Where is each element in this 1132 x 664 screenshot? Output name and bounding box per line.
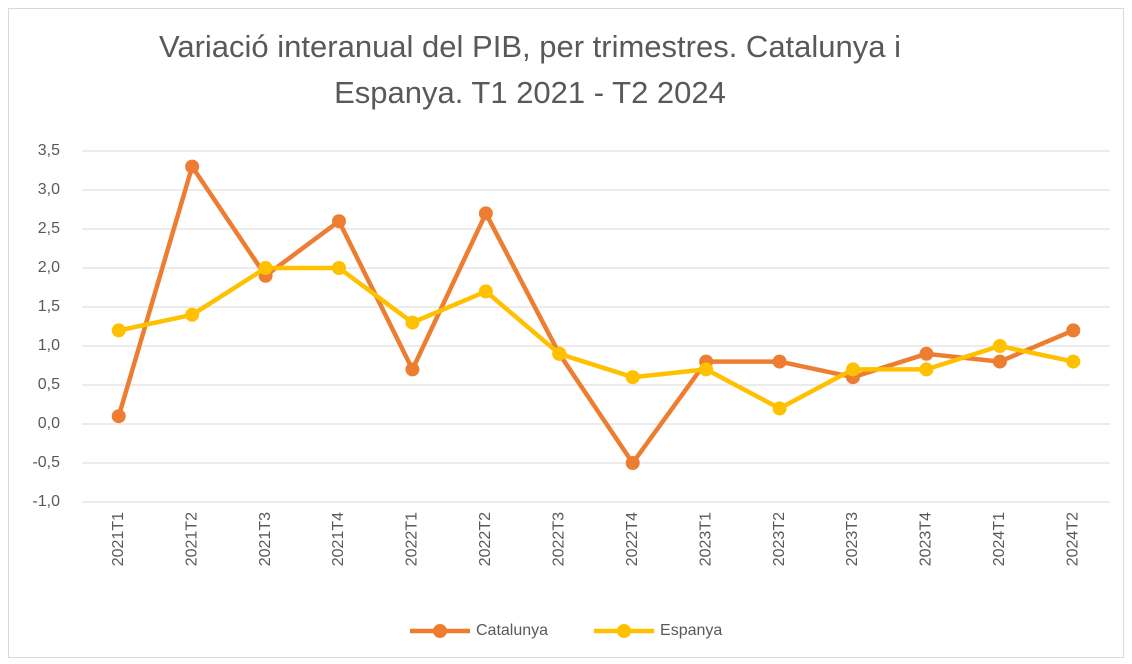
series-marker: [405, 315, 420, 330]
x-tick-label: 2023T4: [918, 512, 935, 566]
legend-label: Espanya: [660, 622, 722, 639]
series-line: [118, 265, 1074, 411]
series-marker: [1066, 323, 1081, 338]
series-marker: [478, 284, 493, 299]
series-marker: [992, 354, 1007, 369]
y-tick-label: 1,0: [38, 337, 60, 354]
y-tick-label: -1,0: [32, 493, 60, 510]
x-tick-label: 2022T3: [551, 512, 568, 566]
series-marker: [625, 456, 640, 470]
series-marker: [478, 206, 493, 221]
series-marker: [185, 307, 200, 322]
legend-label: Catalunya: [476, 622, 548, 639]
x-tick-label: 2022T2: [477, 512, 494, 566]
x-tick-label: 2023T2: [771, 512, 788, 566]
series-marker: [772, 401, 787, 416]
series-marker: [405, 362, 420, 377]
series-marker: [625, 370, 640, 385]
x-tick-label: 2021T3: [257, 512, 274, 566]
x-tick-label: 2021T2: [183, 512, 200, 566]
x-tick-label: 2023T3: [844, 512, 861, 566]
series-marker: [111, 323, 126, 338]
x-tick-label: 2021T1: [110, 512, 127, 566]
y-tick-label: 2,0: [38, 259, 60, 276]
x-tick-label: 2024T1: [991, 512, 1008, 566]
y-tick-label: 0,5: [38, 376, 60, 393]
series-marker: [1066, 354, 1081, 369]
series-marker: [846, 362, 860, 377]
y-tick-label: -0,5: [32, 454, 60, 471]
y-tick-label: 1,5: [38, 298, 60, 315]
series-marker: [919, 362, 934, 377]
series-marker: [332, 214, 346, 229]
y-tick-label: 3,5: [38, 142, 60, 159]
x-tick-label: 2022T1: [404, 512, 421, 566]
x-tick-label: 2023T1: [697, 512, 714, 566]
x-tick-label: 2024T2: [1065, 512, 1082, 566]
series-marker: [258, 261, 273, 275]
chart-title: Variació interanual del PIB, per trimest…: [158, 29, 902, 110]
series-marker: [111, 409, 126, 424]
legend-marker: [433, 624, 447, 638]
chart-border: [8, 8, 1124, 658]
series-marker: [919, 346, 934, 361]
series-marker: [332, 261, 346, 275]
series-marker: [552, 346, 567, 361]
series-marker: [992, 339, 1007, 353]
series-marker: [772, 354, 787, 369]
legend-marker: [617, 624, 632, 638]
series-marker: [699, 362, 714, 377]
x-tick-label: 2022T4: [624, 512, 641, 566]
y-tick-label: 2,5: [38, 220, 60, 237]
y-tick-label: 3,0: [38, 181, 60, 198]
x-tick-label: 2021T4: [330, 512, 347, 566]
series-marker: [185, 159, 200, 174]
y-tick-label: 0,0: [38, 415, 60, 432]
